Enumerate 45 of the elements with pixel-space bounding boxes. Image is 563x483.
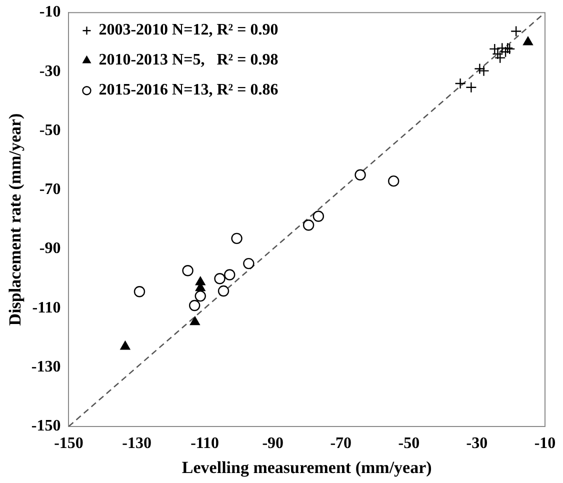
y-axis-title: Displacement rate (mm/year) — [6, 113, 25, 326]
legend-label: 2015-2016 N=13, R² = 0.86 — [98, 82, 278, 99]
x-tick-label: -50 — [398, 435, 420, 452]
point — [388, 175, 400, 187]
point — [354, 169, 366, 180]
point — [500, 46, 512, 58]
point — [243, 258, 254, 270]
x-tick-label: -110 — [190, 435, 220, 452]
y-tick-label: -90 — [39, 240, 61, 258]
point — [231, 232, 242, 244]
point — [302, 220, 314, 231]
x-axis-title: Levelling measurement (mm/year) — [182, 458, 432, 478]
point — [466, 82, 477, 93]
point — [189, 300, 200, 312]
x-tick-label: -30 — [466, 435, 488, 452]
point — [182, 265, 194, 276]
y-tick-label: -50 — [39, 122, 61, 139]
y-tick-label: -70 — [39, 181, 61, 198]
point — [478, 65, 490, 76]
point — [494, 52, 506, 64]
x-tick-label: -150 — [54, 435, 84, 452]
point — [134, 286, 146, 298]
legend-label: 2003-2010 N=12, R² = 0.90 — [98, 22, 278, 39]
point — [454, 78, 466, 90]
point — [224, 269, 236, 280]
point — [218, 285, 230, 297]
x-tick-label: -90 — [262, 435, 284, 452]
y-tick-label: -130 — [31, 358, 61, 376]
point — [474, 63, 486, 74]
point — [214, 273, 226, 284]
x-tick-label: -10 — [534, 435, 556, 452]
point — [504, 43, 516, 55]
point — [190, 316, 200, 326]
y-tick-label: -150 — [31, 418, 61, 435]
point — [194, 290, 206, 302]
legend-label: 2010-2013 N=5, R² = 0.98 — [98, 52, 278, 69]
y-tick-label: -10 — [39, 4, 61, 21]
point — [120, 340, 130, 350]
point — [510, 26, 522, 37]
y-tick-label: -110 — [32, 299, 61, 316]
x-tick-label: -70 — [330, 435, 352, 452]
point — [523, 36, 533, 46]
y-tick-label: -30 — [39, 62, 61, 80]
x-tick-label: -130 — [122, 435, 152, 452]
point — [312, 210, 324, 222]
